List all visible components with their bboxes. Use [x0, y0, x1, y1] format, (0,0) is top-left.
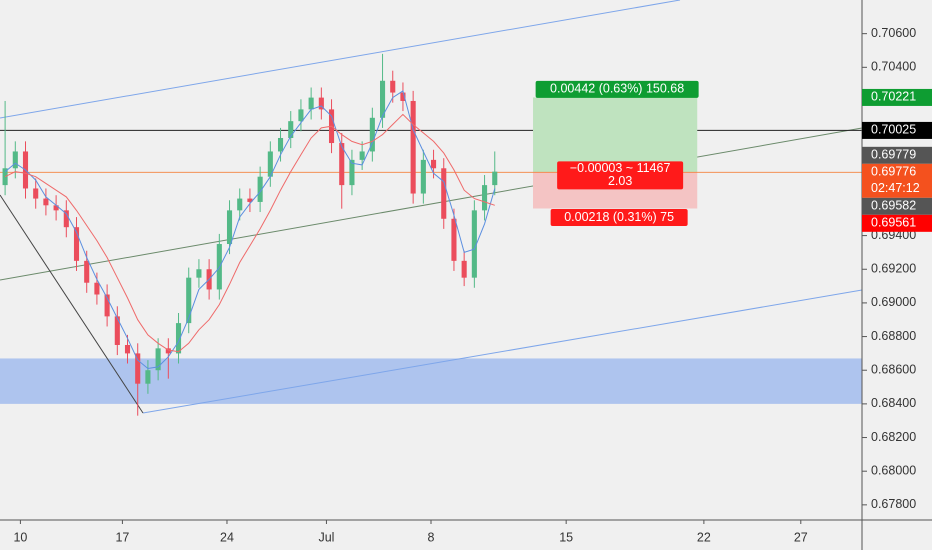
candle-body	[12, 151, 18, 169]
candle-body	[277, 137, 284, 152]
moving-average	[4, 90, 496, 370]
price-tag	[862, 88, 932, 106]
target-label: 0.00442 (0.63%) 150.68	[550, 82, 684, 96]
price-tag	[862, 146, 932, 164]
candle-body	[165, 348, 171, 354]
candle-body	[420, 159, 426, 194]
price-tag	[862, 214, 932, 232]
x-tick-label: 22	[697, 530, 711, 544]
y-tick-label: 0.70400	[871, 60, 916, 74]
zone-layer	[0, 358, 862, 404]
x-tick-label: 17	[115, 530, 129, 544]
x-tick-label: 24	[220, 530, 234, 544]
candle-body	[339, 143, 345, 186]
x-tick-label: 27	[794, 530, 808, 544]
trend-line	[0, 127, 863, 281]
y-tick-label: 0.68200	[871, 430, 916, 444]
candle-body	[431, 159, 437, 169]
candle-body	[410, 100, 416, 194]
candle-body	[369, 117, 375, 152]
support-zone	[0, 358, 862, 404]
candle-body	[53, 205, 59, 211]
candle-body	[135, 353, 141, 384]
price-tag-label: 0.69561	[871, 216, 916, 230]
candle-body	[247, 198, 253, 202]
channel-bottom	[142, 289, 863, 414]
y-tick-label: 0.69000	[871, 295, 916, 309]
candle-body	[482, 185, 488, 211]
entry-label-box	[557, 161, 684, 190]
y-tick-label: 0.68800	[871, 329, 916, 343]
candle-body	[114, 316, 120, 345]
price-tag-label: 0.69582	[871, 199, 916, 213]
candle-body	[461, 260, 467, 278]
candle-body	[237, 198, 243, 211]
y-tick-label: 0.69200	[871, 262, 916, 276]
candle-body	[145, 370, 151, 384]
candle-body	[33, 188, 39, 199]
candle-body	[226, 210, 233, 245]
profit-zone	[533, 97, 698, 173]
candle-body	[471, 210, 477, 278]
price-tag	[862, 163, 932, 198]
plot: 0.00442 (0.63%) 150.68 −0.00003 ~ 114672.…	[0, 53, 862, 416]
x-tick-label: 10	[13, 530, 27, 544]
candle-body	[196, 269, 202, 278]
channel-top	[0, 0, 681, 119]
candle-body	[359, 151, 365, 160]
candle-body	[124, 344, 131, 354]
trend-line	[0, 194, 144, 414]
y-tick-label: 0.68600	[871, 363, 916, 377]
candle-body	[73, 227, 80, 261]
price-tag-label: 0.69776	[871, 165, 916, 179]
entry-label: −0.00003 ~ 11467	[570, 161, 671, 175]
x-tick-label: Jul	[318, 530, 334, 544]
candle-body	[84, 260, 90, 283]
candle-body	[155, 348, 161, 371]
candle-body	[400, 92, 406, 101]
candle-body	[175, 323, 182, 354]
y-tick-label: 0.67800	[871, 497, 916, 511]
candle-body	[186, 277, 192, 324]
candle-body	[379, 80, 386, 118]
y-tick-label: 0.70600	[871, 26, 916, 40]
x-tick-label: 8	[428, 530, 435, 544]
stop-label: 0.00218 (0.31%) 75	[564, 210, 674, 224]
candle-body	[43, 198, 49, 206]
target-label-box	[535, 80, 699, 98]
entry-label: 2.03	[608, 174, 632, 188]
candle-body	[349, 159, 355, 186]
price-tag-label: 0.70221	[871, 90, 916, 104]
moving-average	[4, 113, 495, 353]
candle-body	[390, 80, 396, 93]
candle-body	[451, 218, 457, 261]
candle-body	[492, 171, 498, 186]
candle-body	[298, 109, 304, 122]
candle-body	[308, 97, 314, 110]
x-tick-label: 15	[559, 530, 573, 544]
candle-body	[94, 282, 100, 295]
price-tag-label: 0.69779	[871, 148, 916, 162]
candle-body	[63, 210, 69, 228]
candle-body	[318, 97, 324, 110]
candle-body	[104, 294, 110, 317]
candle-body	[441, 168, 447, 219]
candle-body	[288, 121, 294, 138]
y-tick-label: 0.68000	[871, 463, 916, 477]
candle-body	[257, 176, 263, 202]
y-tick-label: 0.68400	[871, 396, 916, 410]
countdown: 02:47:12	[871, 181, 920, 195]
candle-body	[267, 151, 273, 177]
price-tag	[862, 197, 932, 215]
drawings	[0, 0, 863, 414]
stop-label-box	[550, 209, 688, 227]
price-tag	[862, 121, 932, 139]
price-tag-label: 0.70025	[871, 123, 916, 137]
